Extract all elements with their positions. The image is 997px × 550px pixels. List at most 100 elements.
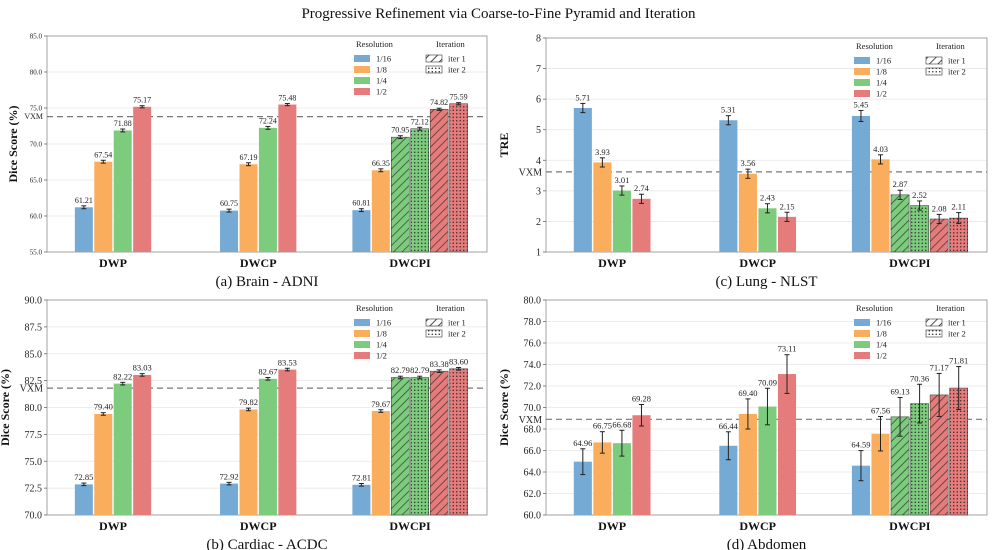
data-label: 60.81: [352, 199, 370, 208]
y-tick-label: 5: [536, 125, 541, 136]
bar: [220, 483, 239, 515]
data-label: 66.35: [372, 159, 390, 168]
y-tick-label: 70.0: [524, 403, 542, 414]
bar: [593, 162, 612, 252]
y-tick-label: 2: [536, 217, 541, 228]
legend-swatch: [854, 352, 870, 359]
y-tick-label: 82.5: [25, 376, 43, 387]
data-label: 72.85: [74, 472, 93, 482]
legend-swatch: [854, 330, 870, 337]
legend-label: iter 2: [948, 67, 966, 77]
legend-iteration-title: Iteration: [936, 41, 966, 51]
data-label: 82.79: [391, 365, 410, 375]
bar: [573, 108, 592, 252]
data-label: 64.59: [851, 440, 870, 450]
bar-hatch: [430, 371, 449, 515]
bar-dots: [949, 218, 968, 252]
y-tick-label: 75.0: [30, 105, 43, 113]
baseline-label: VXM: [519, 415, 542, 426]
data-label: 70.09: [758, 377, 777, 387]
data-label: 67.54: [94, 150, 112, 159]
data-label: 66.44: [719, 421, 739, 431]
data-label: 72.12: [411, 117, 429, 126]
data-label: 2.52: [912, 190, 927, 200]
data-label: 64.96: [573, 438, 592, 448]
legend-label: 1/2: [876, 89, 887, 99]
legend-label: 1/16: [876, 318, 891, 328]
data-label: 2.15: [780, 201, 795, 211]
data-label: 5.31: [721, 105, 736, 115]
bar-dots: [910, 403, 929, 515]
y-tick-label: 70.0: [30, 141, 43, 149]
bar-dots: [910, 205, 929, 252]
bar: [94, 413, 113, 515]
bar: [632, 198, 651, 252]
x-tick-label: DWCP: [240, 519, 277, 533]
bar: [258, 378, 277, 515]
data-label: 61.21: [75, 196, 93, 205]
data-label: 2.11: [951, 202, 966, 212]
data-label: 3.01: [614, 175, 629, 185]
bar: [113, 130, 132, 252]
panel-b: 70.0 72.5 75.0 77.5 80.0 82.5 85.0 87.5 90.0 Dice…: [0, 296, 488, 550]
bar: [593, 442, 612, 515]
y-tick-label: 74.0: [524, 360, 542, 371]
bar: [94, 161, 113, 252]
legend-label: 1/4: [876, 340, 888, 350]
data-label: 82.79: [410, 365, 429, 375]
panel-a: 55.0 60.0 65.0 70.0 75.0 80.0 85.0 Dice Score (…: [6, 33, 488, 290]
data-label: 71.81: [949, 356, 968, 366]
bar-hatch: [391, 137, 410, 252]
legend-label: iter 1: [948, 318, 966, 328]
legend: Resolution Iteration 1/161/81/41/2 iter 1it…: [854, 41, 966, 99]
legend-swatch: [354, 341, 370, 348]
y-tick-label: 3: [536, 186, 541, 197]
data-label: 72.24: [259, 116, 277, 125]
bar-dots: [410, 128, 429, 252]
legend-label: iter 1: [448, 318, 466, 328]
y-tick-label: 78.0: [524, 317, 542, 328]
legend-swatch: [854, 90, 870, 97]
data-label: 75.59: [450, 93, 468, 102]
bar: [632, 415, 651, 515]
bar: [352, 210, 371, 252]
legend-swatch: [854, 68, 870, 75]
bar: [239, 409, 258, 515]
bar: [719, 120, 738, 252]
legend-swatch: [354, 319, 370, 326]
data-label: 67.56: [871, 406, 890, 416]
baseline-label: VXM: [519, 167, 542, 178]
y-tick-label: 60.0: [30, 213, 43, 221]
x-tick-label: DWCPI: [889, 256, 931, 270]
bar: [220, 210, 239, 252]
legend-swatch: [854, 341, 870, 348]
data-label: 4.03: [873, 144, 888, 154]
legend-swatch: [854, 79, 870, 86]
legend-resolution-title: Resolution: [856, 41, 894, 51]
bar-hatch: [930, 218, 949, 252]
data-label: 69.28: [632, 393, 651, 403]
y-axis-label: Dice Score (%): [0, 369, 12, 446]
data-label: 73.11: [778, 344, 797, 354]
data-label: 79.40: [94, 402, 113, 412]
data-label: 83.38: [430, 359, 449, 369]
x-tick-label: DWP: [99, 256, 127, 270]
bar-dots: [449, 368, 468, 515]
y-tick-label: 80.0: [30, 69, 43, 77]
y-tick-label: 77.5: [25, 430, 43, 441]
legend-label: 1/2: [376, 351, 387, 361]
data-label: 69.40: [738, 388, 757, 398]
data-label: 75.48: [278, 93, 296, 102]
bar: [851, 115, 871, 252]
bar-hatch: [930, 394, 949, 515]
x-tick-label: DWCPI: [389, 519, 431, 533]
data-label: 66.68: [612, 419, 631, 429]
data-label: 2.43: [760, 193, 775, 203]
panel-title: (a) Brain - ADNI: [216, 274, 319, 290]
data-label: 5.45: [854, 99, 869, 109]
bar: [74, 207, 93, 252]
data-label: 2.74: [634, 183, 650, 193]
panel-title: (d) Abdomen: [727, 537, 807, 550]
legend-label: 1/16: [876, 56, 891, 66]
